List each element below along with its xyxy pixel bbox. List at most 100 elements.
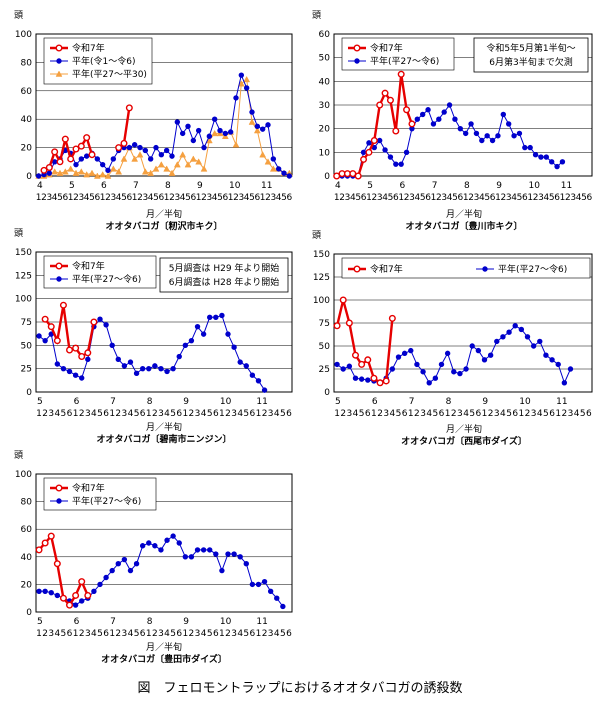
series-1 bbox=[333, 70, 416, 180]
x-semi-label: 3 bbox=[110, 193, 116, 203]
data-point bbox=[115, 561, 121, 567]
y-tick-label: 0 bbox=[324, 388, 330, 398]
x-semi-label: 3 bbox=[142, 193, 148, 203]
data-point bbox=[382, 147, 388, 153]
data-point bbox=[269, 165, 277, 172]
x-semi-label: 1 bbox=[256, 409, 262, 419]
x-month-label: 11 bbox=[561, 181, 572, 191]
annotation: 5月調査は H29 年より開始 6月調査は H28 年より開始 bbox=[159, 257, 289, 293]
data-point bbox=[419, 111, 426, 118]
legend-label: 平年(平27～令6) bbox=[72, 495, 141, 507]
x-semi-label: 3 bbox=[506, 193, 512, 203]
y-tick-label: 50 bbox=[319, 54, 331, 64]
data-point bbox=[127, 567, 134, 574]
x-semi-label: 3 bbox=[346, 409, 352, 419]
data-point bbox=[352, 351, 360, 359]
x-semi-label: 4 bbox=[276, 193, 282, 203]
x-semi-label: 6 bbox=[103, 409, 109, 419]
data-point bbox=[109, 165, 117, 172]
legend-label: 平年(平27～令6) bbox=[498, 263, 567, 275]
data-point bbox=[72, 602, 79, 608]
x-semi-label: 2 bbox=[340, 409, 346, 419]
x-semi-label: 3 bbox=[568, 409, 574, 419]
x-month-label: 8 bbox=[165, 181, 171, 191]
x-semi-label: 1 bbox=[182, 629, 188, 639]
data-point bbox=[463, 366, 469, 372]
x-semi-label: 1 bbox=[109, 629, 115, 639]
data-point bbox=[185, 123, 191, 130]
data-point bbox=[217, 127, 223, 134]
series-1 bbox=[35, 532, 92, 609]
data-point bbox=[387, 154, 394, 160]
x-semi-label: 3 bbox=[377, 193, 383, 203]
data-point bbox=[147, 156, 154, 162]
data-point bbox=[414, 361, 420, 368]
data-point bbox=[408, 347, 414, 354]
x-semi-label: 2 bbox=[115, 409, 121, 419]
x-semi-label: 5 bbox=[420, 193, 426, 203]
x-month-label: 11 bbox=[556, 397, 567, 407]
data-point bbox=[139, 365, 146, 372]
data-point bbox=[194, 323, 201, 330]
x-semi-label: 2 bbox=[468, 193, 474, 203]
data-point bbox=[163, 147, 170, 154]
data-point bbox=[358, 376, 365, 382]
data-point bbox=[213, 314, 219, 321]
x-semi-label: 3 bbox=[409, 193, 415, 203]
data-point bbox=[243, 85, 250, 91]
x-semi-label: 1 bbox=[555, 409, 561, 419]
data-point bbox=[127, 359, 134, 365]
x-month-label: 10 bbox=[220, 617, 232, 627]
x-semi-label: 2 bbox=[201, 193, 207, 203]
annotation-text: 令和5年5月第1半旬～ bbox=[486, 42, 575, 54]
x-semi-label: 1 bbox=[109, 409, 115, 419]
x-month-label: 9 bbox=[183, 617, 189, 627]
data-point bbox=[441, 109, 447, 115]
data-point bbox=[158, 547, 164, 553]
x-semi-label: 6 bbox=[176, 409, 182, 419]
data-point bbox=[173, 161, 181, 168]
data-point bbox=[194, 547, 201, 553]
data-point bbox=[275, 166, 282, 172]
y-tick-label: 100 bbox=[313, 296, 330, 306]
x-semi-label: 2 bbox=[265, 193, 271, 203]
data-point bbox=[261, 578, 268, 585]
data-point bbox=[170, 533, 176, 539]
x-semi-label: 3 bbox=[158, 629, 164, 639]
series-line bbox=[336, 74, 414, 178]
data-point bbox=[56, 169, 64, 176]
data-point bbox=[146, 365, 152, 372]
legend-label: 令和7年 bbox=[72, 482, 105, 494]
x-semi-label: 3 bbox=[46, 193, 52, 203]
data-point bbox=[403, 106, 411, 114]
data-point bbox=[425, 107, 431, 113]
x-semi-label: 5 bbox=[281, 193, 287, 203]
x-semi-label: 3 bbox=[195, 409, 201, 419]
data-point bbox=[190, 137, 197, 144]
x-semi-label: 2 bbox=[189, 629, 195, 639]
y-tick-label: 150 bbox=[15, 248, 32, 258]
x-month-label: 9 bbox=[183, 397, 189, 407]
x-semi-label: 4 bbox=[237, 629, 243, 639]
series-line bbox=[38, 314, 266, 391]
data-point bbox=[255, 581, 262, 588]
data-point bbox=[207, 314, 213, 321]
data-point bbox=[243, 75, 251, 83]
data-point bbox=[72, 145, 80, 153]
data-point bbox=[109, 342, 115, 349]
x-semi-label: 1 bbox=[146, 629, 152, 639]
x-month-label: 7 bbox=[110, 617, 116, 627]
data-point bbox=[232, 141, 240, 148]
data-point bbox=[41, 315, 49, 323]
x-semi-label: 5 bbox=[207, 409, 213, 419]
data-point bbox=[188, 554, 195, 560]
x-semi-label: 3 bbox=[238, 193, 244, 203]
legend-marker bbox=[482, 266, 488, 272]
x-month-label: 7 bbox=[432, 181, 438, 191]
x-semi-label: 6 bbox=[549, 409, 555, 419]
data-point bbox=[537, 338, 543, 345]
data-point bbox=[120, 155, 128, 162]
x-semi-label: 6 bbox=[286, 629, 292, 639]
